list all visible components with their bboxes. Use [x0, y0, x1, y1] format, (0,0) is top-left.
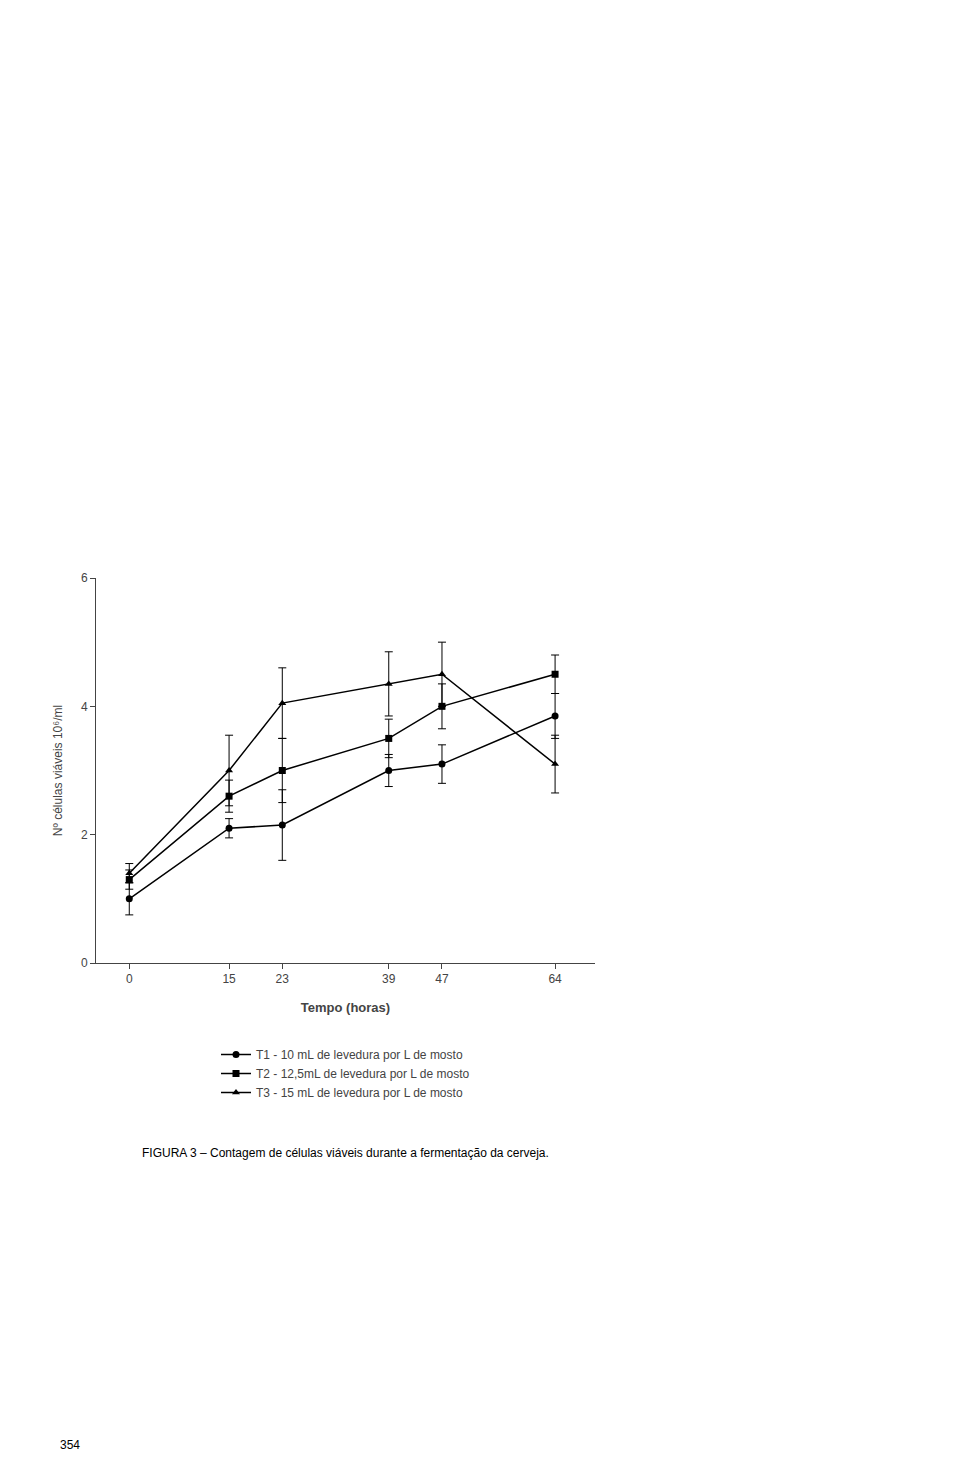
svg-text:64: 64 [548, 972, 562, 986]
svg-text:0: 0 [81, 956, 88, 970]
svg-text:4: 4 [81, 700, 88, 714]
svg-text:2: 2 [81, 828, 88, 842]
svg-text:0: 0 [126, 972, 133, 986]
svg-text:FIGURA 3 – Contagem de células: FIGURA 3 – Contagem de células viáveis d… [142, 1146, 549, 1160]
svg-text:T2 - 12,5mL de levedura por L: T2 - 12,5mL de levedura por L de mosto [256, 1067, 470, 1081]
svg-text:47: 47 [435, 972, 449, 986]
svg-text:39: 39 [382, 972, 396, 986]
svg-text:354: 354 [60, 1438, 80, 1452]
svg-text:Nº células viáveis 10⁶/ml: Nº células viáveis 10⁶/ml [51, 705, 65, 836]
svg-text:15: 15 [222, 972, 236, 986]
svg-text:Tempo (horas): Tempo (horas) [301, 1000, 390, 1015]
svg-text:23: 23 [276, 972, 290, 986]
svg-text:T3 - 15 mL de levedura por L d: T3 - 15 mL de levedura por L de mosto [256, 1086, 463, 1100]
svg-text:T1 - 10 mL de levedura por L d: T1 - 10 mL de levedura por L de mosto [256, 1048, 463, 1062]
svg-text:6: 6 [81, 571, 88, 585]
